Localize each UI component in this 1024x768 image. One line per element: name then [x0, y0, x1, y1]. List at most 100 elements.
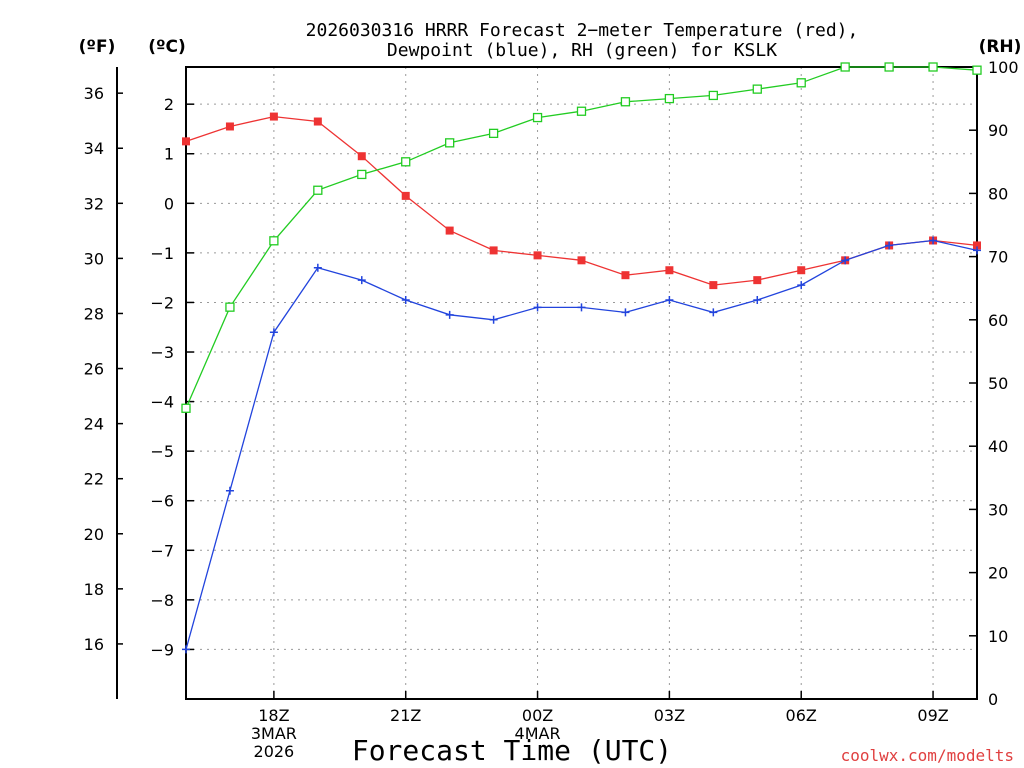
rh-tick-label: 70 — [988, 248, 1008, 267]
temperature-point — [621, 271, 630, 280]
fahrenheit-tick-label: 18 — [84, 580, 104, 599]
time-tick-label: 09Z — [917, 706, 948, 725]
dewpoint-point — [797, 281, 806, 290]
rh-point — [488, 128, 499, 139]
celsius-tick-label: 1 — [164, 145, 174, 164]
fahrenheit-tick-label: 30 — [84, 249, 104, 268]
dewpoint-point — [621, 308, 630, 317]
fahrenheit-tick-label: 36 — [84, 84, 104, 103]
rh-point — [532, 112, 543, 123]
dewpoint-point — [885, 241, 894, 250]
temperature-point — [225, 122, 234, 131]
fahrenheit-unit-label: (ºF) — [79, 37, 116, 57]
fahrenheit-tick-label: 22 — [84, 470, 104, 489]
time-tick-label: 03Z — [654, 706, 685, 725]
rh-tick-label: 80 — [988, 184, 1008, 203]
dewpoint-point — [929, 236, 938, 245]
temperature-point — [709, 281, 718, 290]
dewpoint-point — [533, 303, 542, 312]
dewpoint-point — [357, 276, 366, 285]
dewpoint-line — [185, 239, 978, 650]
series-layer — [181, 62, 982, 654]
time-tick-label: 21Z — [390, 706, 421, 725]
rh-tick-label: 100 — [988, 58, 1019, 77]
rh-tick-label: 90 — [988, 121, 1008, 140]
rh-point — [708, 90, 718, 101]
dewpoint-point — [753, 295, 762, 304]
fahrenheit-tick-label: 20 — [84, 525, 104, 544]
series-dewpoint — [182, 236, 981, 654]
rh-tick-label: 10 — [988, 627, 1008, 646]
temperature-point — [313, 117, 322, 126]
fahrenheit-tick-label: 32 — [84, 194, 104, 213]
celsius-tick-label: −9 — [150, 640, 174, 659]
fahrenheit-tick-label: 28 — [84, 304, 104, 323]
dewpoint-point — [709, 308, 718, 317]
temperature-point — [489, 246, 498, 255]
celsius-tick-label: −6 — [150, 492, 174, 511]
celsius-tick-label: −7 — [150, 541, 174, 560]
time-tick-label: 4MAR — [515, 724, 561, 743]
series-temperature — [182, 112, 981, 290]
time-tick-label: 18Z — [258, 706, 289, 725]
dewpoint-point — [973, 246, 981, 255]
time-tick-label: 2026 — [254, 742, 295, 761]
time-tick-label: 00Z — [522, 706, 553, 725]
celsius-tick-label: −5 — [150, 442, 174, 461]
rh-point — [445, 138, 455, 148]
fahrenheit-tick-label: 26 — [84, 360, 104, 379]
dewpoint-point — [269, 328, 278, 337]
celsius-unit-label: (ºC) — [148, 37, 186, 57]
x-axis-label: Forecast Time (UTC) — [352, 734, 672, 767]
rh-tick-label: 40 — [988, 437, 1008, 456]
temperature-point — [445, 226, 454, 235]
rh-point — [840, 62, 850, 72]
chart-title-line-1: 2026030316 HRRR Forecast 2−meter Tempera… — [306, 20, 859, 41]
fahrenheit-axis: 36 34 32 30 28 26 24 22 20 18 16 — [84, 84, 123, 654]
dewpoint-point — [225, 486, 234, 495]
rh-tick-label: 30 — [988, 500, 1008, 519]
celsius-tick-label: −2 — [150, 293, 174, 312]
temperature-point — [577, 256, 586, 265]
temperature-point — [797, 266, 806, 275]
rh-point — [796, 78, 806, 88]
rh-point — [269, 236, 279, 246]
dewpoint-point — [313, 263, 322, 272]
rh-tick-label: 50 — [988, 374, 1008, 393]
celsius-tick-label: −3 — [150, 343, 174, 362]
rh-point — [752, 84, 762, 94]
plot-frame — [185, 66, 978, 700]
rh-point — [620, 97, 631, 107]
fahrenheit-tick-label: 24 — [84, 415, 104, 434]
rh-point — [576, 106, 587, 116]
rh-tick-label: 0 — [988, 690, 998, 709]
fahrenheit-tick-label: 34 — [84, 139, 104, 158]
celsius-tick-label: −1 — [150, 244, 174, 263]
rh-point — [225, 302, 235, 312]
temperature-point — [665, 266, 674, 275]
rh-point — [313, 185, 323, 195]
rh-point — [972, 65, 982, 75]
dewpoint-point — [182, 645, 190, 654]
credit-text: coolwx.com/modelts — [841, 746, 1014, 765]
temperature-point — [182, 137, 190, 146]
temperature-point — [401, 191, 410, 200]
temperature-point — [533, 251, 542, 260]
rh-tick-label: 60 — [988, 311, 1008, 330]
dewpoint-point — [401, 295, 410, 304]
dewpoint-point — [489, 315, 498, 324]
rh-point — [664, 93, 675, 104]
celsius-tick-label: 0 — [164, 194, 174, 213]
dewpoint-point — [445, 310, 454, 319]
dewpoint-point — [665, 295, 674, 304]
dewpoint-point — [577, 303, 586, 312]
time-tick-label: 3MAR — [251, 724, 297, 743]
time-tick-label: 06Z — [786, 706, 817, 725]
celsius-axis: 2 1 0 −1 −2 −3 −4 −5 −6 −7 −8 −9 — [150, 95, 194, 659]
rh-unit-label: (RH) — [979, 37, 1022, 57]
rh-point — [928, 62, 938, 72]
temperature-point — [357, 152, 366, 161]
